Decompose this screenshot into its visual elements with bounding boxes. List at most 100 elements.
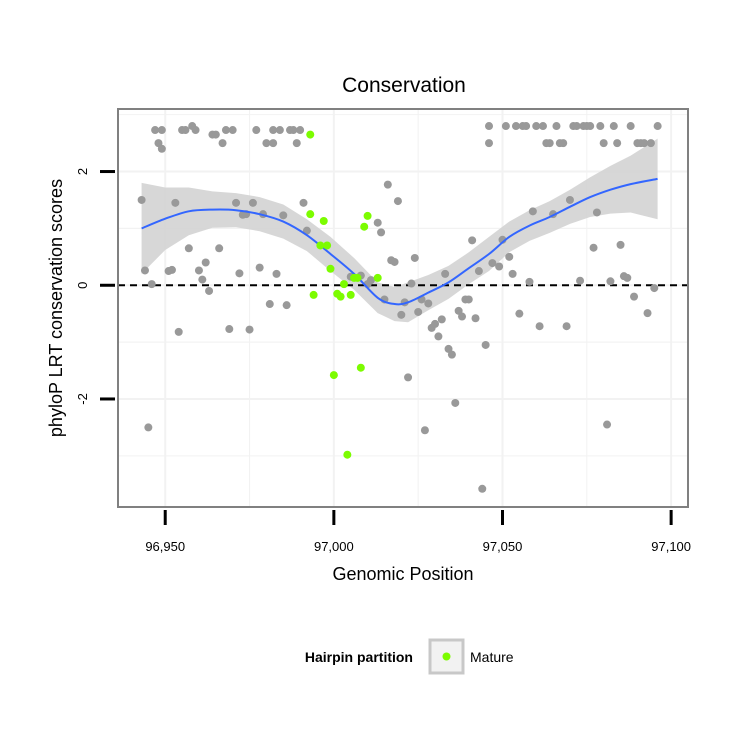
mature-data-point xyxy=(343,450,352,459)
mature-data-point xyxy=(326,264,335,273)
data-point xyxy=(198,275,207,284)
x-tick-label: 97,100 xyxy=(651,539,691,554)
y-tick-label: -2 xyxy=(75,393,90,405)
data-point xyxy=(532,122,541,131)
mature-data-point xyxy=(363,211,372,220)
data-point xyxy=(255,263,264,272)
data-point xyxy=(410,253,419,262)
data-point xyxy=(137,195,146,204)
data-point xyxy=(471,314,480,323)
mature-data-point xyxy=(339,280,348,289)
data-point xyxy=(508,269,517,278)
mature-data-point xyxy=(353,273,362,282)
legend-label-mature: Mature xyxy=(470,649,514,665)
mature-data-point xyxy=(306,210,315,219)
data-point xyxy=(535,322,544,331)
data-point xyxy=(434,332,443,341)
y-axis-title: phyloP LRT conservation scores xyxy=(46,179,66,437)
data-point xyxy=(262,139,271,148)
data-point xyxy=(194,266,203,275)
data-point xyxy=(205,286,214,295)
data-point xyxy=(404,373,413,382)
data-point xyxy=(383,180,392,189)
data-point xyxy=(397,310,406,319)
data-point xyxy=(174,327,183,336)
legend: Hairpin partition Mature xyxy=(305,638,514,675)
data-point xyxy=(366,276,375,285)
data-point xyxy=(609,122,618,131)
data-point xyxy=(495,262,504,271)
data-point xyxy=(191,126,200,135)
data-point xyxy=(528,207,537,216)
data-point xyxy=(623,273,632,282)
data-point xyxy=(630,292,639,301)
data-point xyxy=(245,325,254,334)
mature-data-point xyxy=(346,290,355,299)
x-tick-label: 97,050 xyxy=(483,539,523,554)
data-point xyxy=(390,257,399,266)
data-point xyxy=(522,122,531,131)
data-point xyxy=(407,279,416,288)
data-point xyxy=(606,277,615,286)
data-point xyxy=(576,276,585,285)
data-point xyxy=(181,126,190,135)
data-point xyxy=(485,139,494,148)
legend-mature-swatch xyxy=(442,652,451,661)
data-point xyxy=(218,139,227,148)
data-point xyxy=(232,198,241,207)
data-point xyxy=(225,325,234,334)
data-point xyxy=(643,309,652,318)
data-point xyxy=(478,484,487,493)
data-point xyxy=(414,307,423,316)
data-point xyxy=(485,122,494,131)
mature-data-point xyxy=(306,130,315,139)
data-point xyxy=(596,122,605,131)
data-point xyxy=(299,198,308,207)
data-point xyxy=(501,122,510,131)
data-point xyxy=(296,126,305,135)
data-point xyxy=(147,280,156,289)
data-point xyxy=(431,319,440,328)
data-point xyxy=(140,266,149,275)
chart-title: Conservation xyxy=(342,74,466,97)
data-point xyxy=(646,139,655,148)
y-tick-label: 2 xyxy=(75,168,90,175)
data-point xyxy=(616,240,625,249)
mature-data-point xyxy=(336,292,345,301)
panel-border xyxy=(117,108,689,508)
data-point xyxy=(275,126,284,135)
data-point xyxy=(589,243,598,252)
data-point xyxy=(505,252,514,261)
data-point xyxy=(599,139,608,148)
mature-data-point xyxy=(309,290,318,299)
data-point xyxy=(464,295,473,304)
data-point xyxy=(269,139,278,148)
data-point xyxy=(603,420,612,429)
data-point xyxy=(171,198,180,207)
smooth-fit-line xyxy=(141,177,658,306)
mature-data-point xyxy=(329,371,338,380)
data-point xyxy=(437,315,446,324)
data-point xyxy=(424,299,433,308)
data-point xyxy=(626,122,635,131)
data-point xyxy=(201,258,210,267)
data-point xyxy=(289,126,298,135)
data-point xyxy=(279,211,288,220)
data-point xyxy=(559,139,568,148)
x-tick-label: 96,950 xyxy=(145,539,185,554)
data-point xyxy=(468,236,477,245)
data-point xyxy=(592,208,601,217)
mature-data-point xyxy=(323,241,332,250)
data-point xyxy=(373,218,382,227)
data-point xyxy=(265,300,274,309)
data-point xyxy=(420,426,429,435)
data-point xyxy=(562,322,571,331)
y-tick-label: 0 xyxy=(75,282,90,289)
mature-data-point xyxy=(319,217,328,226)
data-point xyxy=(488,259,497,268)
data-point xyxy=(545,139,554,148)
data-point xyxy=(235,269,244,278)
data-point xyxy=(157,126,166,135)
y-axis: -2 0 2 xyxy=(75,168,115,405)
